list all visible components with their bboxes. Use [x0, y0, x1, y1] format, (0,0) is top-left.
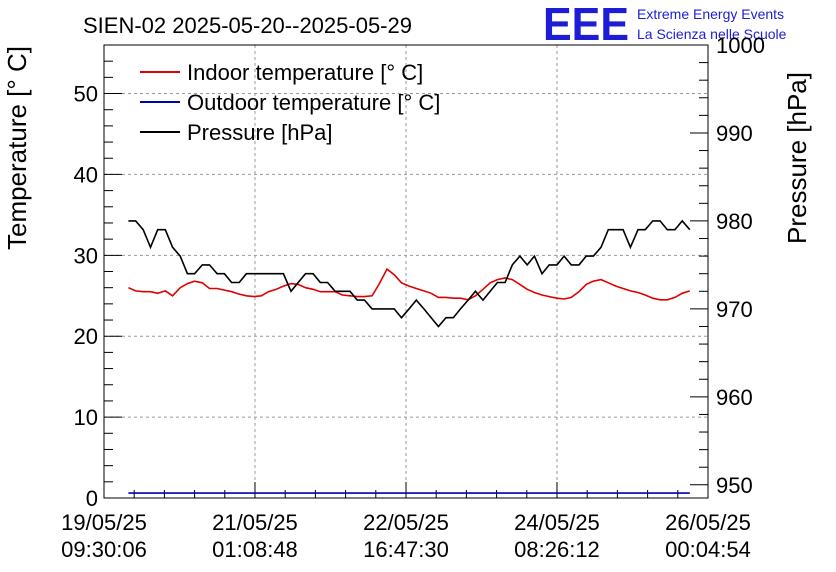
x-tick-date: 26/05/25 — [665, 510, 751, 535]
x-tick-time: 01:08:48 — [212, 537, 298, 562]
series-line-2 — [128, 219, 691, 328]
left-tick-label: 10 — [74, 405, 98, 430]
legend-label-0: Indoor temperature [° C] — [187, 60, 423, 85]
right-tick-label: 1000 — [716, 33, 765, 58]
legend: Indoor temperature [° C] Outdoor temperat… — [140, 60, 440, 145]
legend-label-2: Pressure [hPa] — [187, 120, 333, 145]
right-tick-label: 950 — [716, 473, 753, 498]
right-tick-label: 990 — [716, 121, 753, 146]
logo-mark: EEE — [543, 0, 629, 50]
right-tick-label: 970 — [716, 297, 753, 322]
x-tick-date: 19/05/25 — [61, 510, 147, 535]
left-y-axis: 0 10 20 30 40 50 — [74, 44, 122, 511]
eee-logo: EEE Extreme Energy Events La Scienza nel… — [543, 0, 787, 50]
right-y-axis: 950 960 970 980 990 1000 — [690, 33, 765, 498]
series-line-0 — [128, 267, 691, 301]
left-tick-label: 50 — [74, 82, 98, 107]
logo-line-2: La Scienza nelle Scuole — [637, 26, 787, 42]
y-axis-label-left: Temperature [° C] — [2, 46, 32, 250]
chart-title: SIEN-02 2025-05-20--2025-05-29 — [83, 13, 412, 38]
legend-label-1: Outdoor temperature [° C] — [187, 90, 440, 115]
left-tick-label: 40 — [74, 162, 98, 187]
x-tick-date: 22/05/25 — [363, 510, 449, 535]
y-axis-label-right: Pressure [hPa] — [782, 72, 812, 244]
x-tick-time: 09:30:06 — [61, 537, 147, 562]
right-tick-label: 960 — [716, 385, 753, 410]
grid-lines — [104, 45, 708, 498]
x-tick-date: 21/05/25 — [212, 510, 298, 535]
logo-line-1: Extreme Energy Events — [637, 6, 784, 22]
x-tick-time: 16:47:30 — [363, 537, 449, 562]
right-tick-label: 980 — [716, 209, 753, 234]
left-tick-label: 20 — [74, 324, 98, 349]
series-layer — [128, 219, 691, 494]
x-tick-time: 00:04:54 — [665, 537, 751, 562]
x-tick-date: 24/05/25 — [514, 510, 600, 535]
left-tick-label: 30 — [74, 243, 98, 268]
x-tick-time: 08:26:12 — [514, 537, 600, 562]
left-tick-label: 0 — [86, 486, 98, 511]
